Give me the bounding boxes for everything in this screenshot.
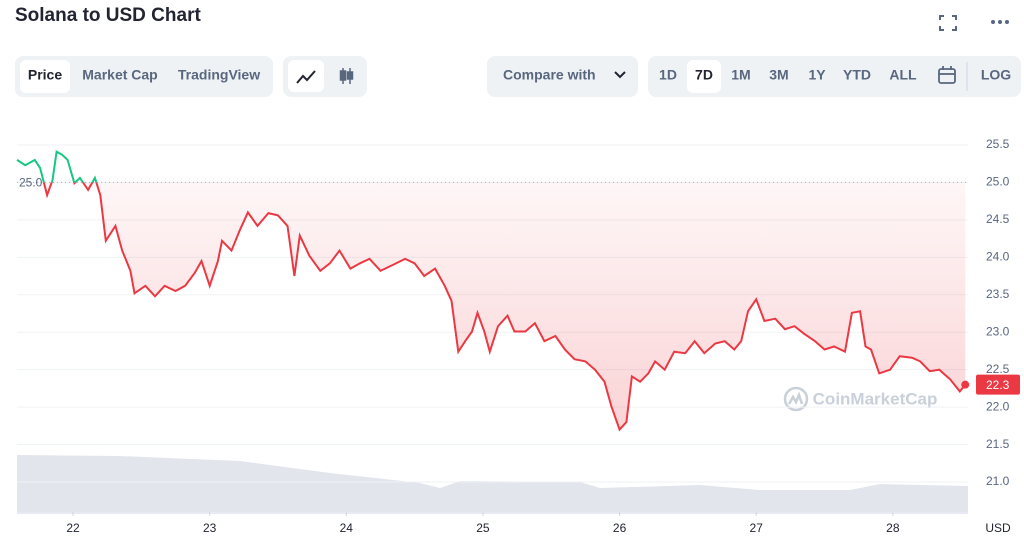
y-tick-label: 25.5: [986, 137, 1010, 151]
y-tick-label: 24.5: [986, 212, 1010, 226]
active-tab: [20, 60, 70, 93]
watermark-logo: [783, 386, 809, 412]
compare-dropdown[interactable]: [487, 56, 638, 97]
current-price-label: 22.3: [986, 378, 1010, 392]
x-tick-label: 27: [750, 521, 764, 535]
x-tick-label: 22: [66, 521, 80, 535]
x-tick-label: 26: [613, 521, 627, 535]
y-tick-label: 21.5: [986, 437, 1010, 451]
compare-label[interactable]: Compare with: [503, 67, 596, 83]
title: Solana to USD Chart: [15, 5, 201, 26]
fullscreen-icon[interactable]: [939, 15, 957, 31]
dropdown-arrow: [614, 71, 626, 79]
x-tick-label: 28: [886, 521, 900, 535]
range-button[interactable]: YTD: [843, 67, 871, 83]
x-tick-label: 25: [476, 521, 490, 535]
candle-icon[interactable]: [339, 68, 354, 84]
range-group: [648, 56, 1021, 97]
range-button[interactable]: 1D: [659, 67, 677, 83]
watermark: CoinMarketCap: [813, 389, 938, 408]
active-range: [687, 60, 721, 93]
y-tick-label: 22.0: [986, 399, 1010, 413]
y-unit: USD: [985, 521, 1011, 535]
more-icon[interactable]: [991, 20, 1009, 24]
price-line-down: [42, 182, 967, 432]
line-type-button[interactable]: [288, 60, 324, 92]
range-button[interactable]: 7D: [695, 67, 713, 83]
y-tick-label: 23.0: [986, 324, 1010, 338]
volume-bars: [17, 455, 968, 512]
x-tick-label: 23: [203, 521, 217, 535]
tab[interactable]: Market Cap: [82, 67, 157, 83]
tab[interactable]: Price: [28, 67, 62, 83]
current-dot: [961, 380, 970, 389]
range-button[interactable]: 3M: [769, 67, 788, 83]
y-tick-label: 22.5: [986, 362, 1010, 376]
y-tick-label: 21.0: [986, 474, 1010, 488]
current-price-box: [976, 374, 1020, 395]
tab-group: [15, 56, 273, 97]
reference-label: 25.0: [19, 176, 43, 190]
price-area: [43, 182, 966, 430]
calendar-icon[interactable]: [938, 66, 956, 84]
y-tick-label: 24.0: [986, 249, 1010, 263]
y-tick-label: 25.0: [986, 175, 1010, 189]
range-button[interactable]: 1M: [731, 67, 750, 83]
range-button[interactable]: ALL: [889, 67, 917, 83]
y-tick-label: 23.5: [986, 287, 1010, 301]
range-button[interactable]: 1Y: [808, 67, 826, 83]
x-tick-label: 24: [340, 521, 354, 535]
tab[interactable]: TradingView: [178, 67, 260, 83]
line-icon: [296, 70, 316, 84]
log-button[interactable]: LOG: [981, 67, 1011, 83]
